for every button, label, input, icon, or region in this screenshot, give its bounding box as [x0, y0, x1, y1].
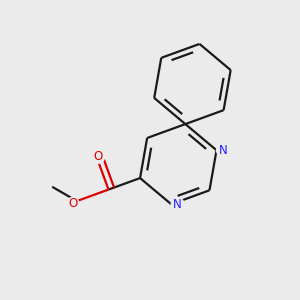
Text: N: N	[218, 144, 227, 157]
Text: O: O	[94, 150, 103, 164]
Text: O: O	[68, 197, 77, 210]
Circle shape	[66, 197, 79, 210]
Circle shape	[171, 198, 184, 211]
Text: N: N	[173, 198, 182, 211]
Circle shape	[92, 151, 104, 163]
Circle shape	[217, 144, 229, 157]
